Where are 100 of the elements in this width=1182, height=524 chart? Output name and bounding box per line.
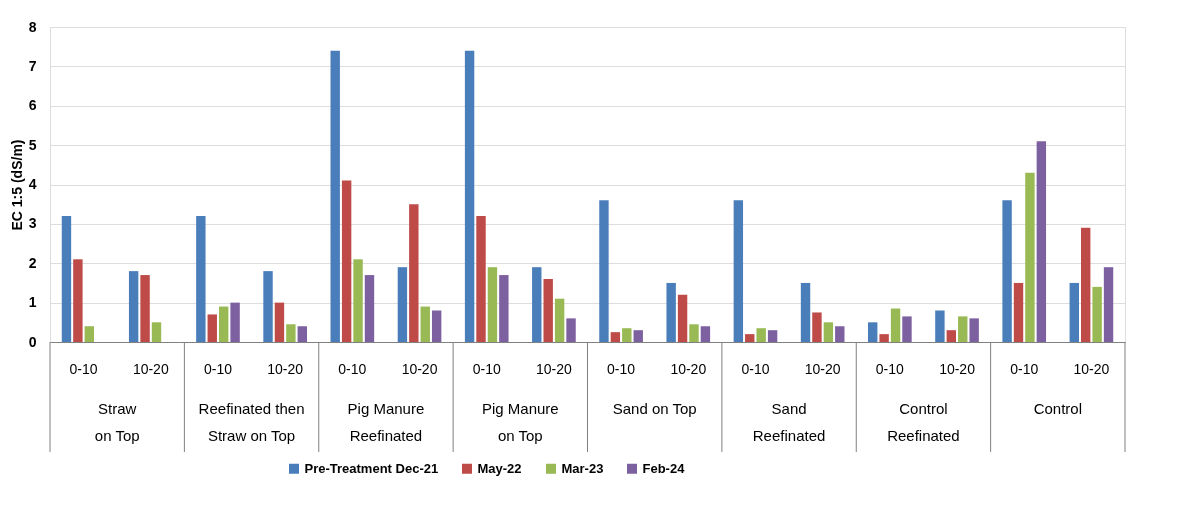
bar: [633, 330, 643, 342]
bar: [599, 200, 609, 342]
bar: [935, 310, 945, 342]
x-tick-label: 10-20: [401, 361, 438, 377]
bar: [464, 50, 475, 342]
bar: [610, 332, 621, 342]
x-tick-label: 0-10: [203, 361, 233, 377]
text: Straw on Top: [94, 400, 140, 444]
bar: [73, 259, 83, 342]
x-tick-label: 10-20: [670, 361, 707, 377]
x-tick-label: 10-20: [267, 361, 304, 377]
y-tick-label: 3: [28, 215, 37, 232]
x-tick-label: 10-20: [1073, 361, 1110, 377]
x-tick-label: 10-20: [536, 361, 573, 377]
bar: [1103, 267, 1114, 342]
bar: [128, 271, 139, 342]
bar: [499, 275, 509, 342]
bar: [151, 322, 162, 342]
y-axis-title: EC 1:5 (dS/m): [8, 139, 25, 231]
text: Control Reefinated: [887, 400, 960, 444]
y-tick-label: 2: [28, 254, 37, 271]
x-tick-label: 0-10: [1010, 361, 1039, 377]
y-tick-label: 6: [28, 97, 37, 114]
bar: [677, 294, 688, 342]
bar: [476, 216, 486, 342]
bar: [353, 259, 363, 342]
y-tick-label: 8: [28, 18, 37, 35]
text: Control: [1033, 400, 1082, 417]
x-tick-label: 0-10: [607, 361, 636, 377]
text: Reefinated then Straw on Top: [198, 400, 305, 444]
x-tick-label: 0-10: [69, 361, 98, 377]
bar: [218, 306, 229, 342]
bar: [1025, 172, 1035, 342]
bar: [835, 326, 845, 342]
text: Sand Reefinated: [752, 400, 826, 444]
x-tick-label: 10-20: [939, 361, 976, 377]
bar: [812, 312, 822, 342]
bar: [431, 310, 442, 342]
bar: [487, 267, 498, 342]
bar: [409, 204, 419, 342]
x-tick-label: 0-10: [741, 361, 770, 377]
bar: [397, 267, 408, 342]
legend-label: Pre-Treatment Dec-21: [304, 460, 439, 476]
bar: [554, 298, 565, 342]
bar: [1036, 141, 1047, 342]
bar: [330, 50, 340, 342]
bar: [1092, 286, 1102, 342]
bar: [1013, 282, 1024, 342]
bar: [946, 330, 957, 342]
bar: [274, 302, 285, 342]
bar: [341, 180, 352, 342]
bar: [689, 324, 699, 342]
bar: [420, 306, 430, 342]
bar: [286, 324, 296, 342]
y-tick-label: 1: [28, 294, 37, 311]
bar: [84, 326, 95, 342]
bar: [733, 200, 744, 342]
bar: [140, 275, 150, 342]
bar: [868, 322, 878, 342]
x-tick-label: 0-10: [875, 361, 905, 377]
bar: [196, 216, 206, 342]
bar: [666, 282, 676, 342]
bar: [700, 326, 711, 342]
bar: [890, 308, 901, 342]
text: Pig Manure on Top: [481, 400, 559, 444]
bar: [566, 318, 576, 342]
bar: [532, 267, 542, 342]
bar: [756, 328, 766, 342]
x-tick-label: 10-20: [132, 361, 169, 377]
legend-label: Mar-23: [561, 460, 604, 476]
bar: [800, 282, 811, 342]
bar: [1080, 227, 1091, 342]
bar: [543, 279, 553, 342]
bar: [969, 318, 979, 342]
bar: [622, 328, 632, 342]
legend-label: May-22: [477, 460, 522, 476]
bar: [61, 216, 72, 342]
bar: [958, 316, 968, 342]
bar: [230, 302, 240, 342]
bar: [823, 322, 834, 342]
bar: [297, 326, 307, 342]
x-tick-label: 0-10: [338, 361, 367, 377]
bar: [1069, 282, 1079, 342]
y-tick-label: 0: [28, 333, 37, 350]
bar: [767, 330, 778, 342]
legend-label: Feb-24: [642, 460, 686, 476]
bar: [879, 334, 889, 342]
bar: [207, 314, 217, 342]
y-tick-label: 7: [28, 57, 37, 74]
bar: [364, 275, 375, 342]
bar: [745, 334, 755, 342]
bar: [263, 271, 273, 342]
text: Pig Manure Reefinated: [347, 400, 425, 444]
bar: [902, 316, 912, 342]
x-tick-label: 0-10: [472, 361, 501, 377]
x-tick-label: 10-20: [804, 361, 841, 377]
y-tick-label: 4: [28, 176, 37, 192]
text: Sand on Top: [612, 400, 697, 417]
y-tick-label: 5: [28, 136, 37, 153]
bar: [1002, 200, 1012, 342]
